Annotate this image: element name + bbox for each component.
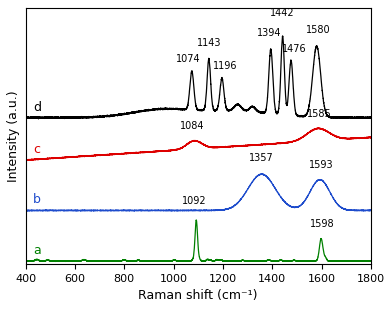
Text: 1593: 1593 — [309, 160, 334, 171]
Text: 1476: 1476 — [282, 44, 306, 54]
Text: a: a — [33, 244, 41, 257]
Y-axis label: Intensity (a.u.): Intensity (a.u.) — [7, 90, 20, 182]
Text: 1585: 1585 — [307, 109, 332, 119]
Text: c: c — [33, 143, 40, 156]
Text: 1580: 1580 — [307, 25, 331, 35]
Text: b: b — [33, 193, 41, 206]
Text: 1196: 1196 — [212, 61, 237, 70]
X-axis label: Raman shift (cm⁻¹): Raman shift (cm⁻¹) — [138, 289, 258, 302]
Text: 1357: 1357 — [249, 153, 274, 163]
Text: 1143: 1143 — [197, 38, 221, 48]
Text: 1442: 1442 — [270, 8, 295, 18]
Text: d: d — [33, 101, 41, 114]
Text: 1092: 1092 — [181, 196, 206, 206]
Text: 1084: 1084 — [180, 121, 204, 131]
Text: 1074: 1074 — [176, 54, 201, 64]
Text: 1394: 1394 — [257, 28, 281, 37]
Text: 1598: 1598 — [310, 219, 335, 229]
